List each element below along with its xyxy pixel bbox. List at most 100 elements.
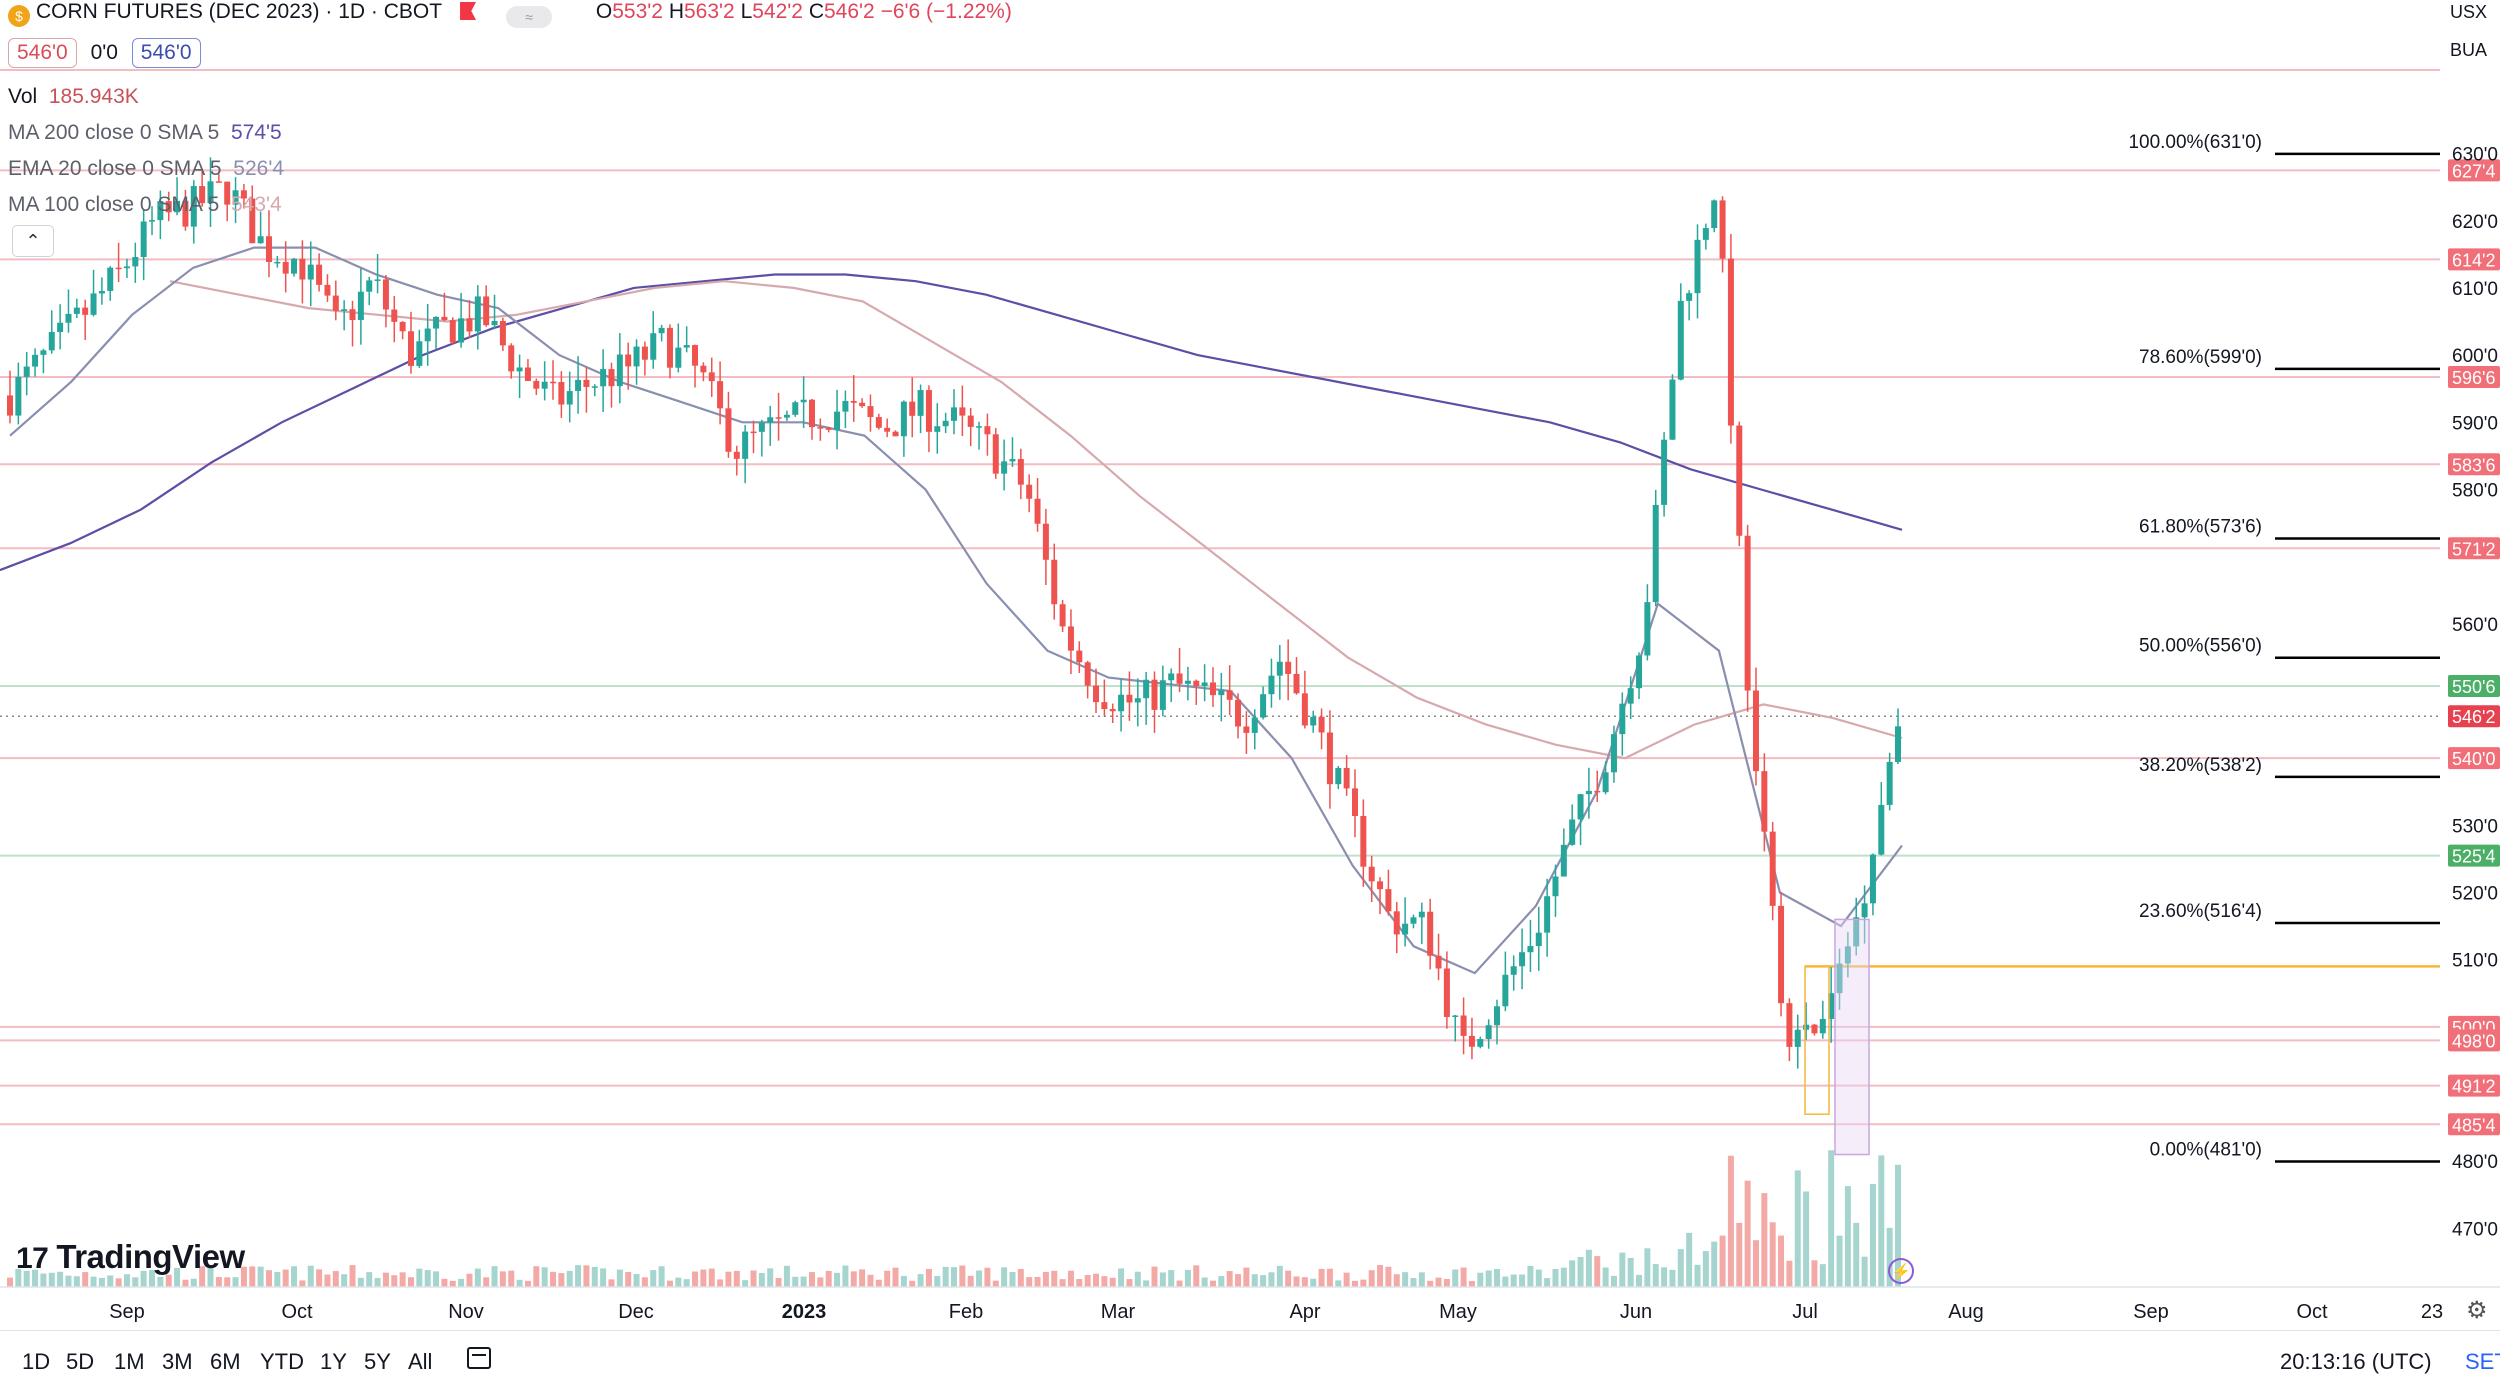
candle-body: [483, 296, 490, 326]
volume-bar: [1761, 1193, 1768, 1287]
ema20-legend[interactable]: EMA 20 close 0 SMA 5 526'4: [8, 157, 285, 180]
volume-bar: [708, 1268, 715, 1287]
candle-body: [808, 399, 815, 428]
vol-legend[interactable]: Vol 185.943K: [8, 85, 139, 108]
candle-body: [349, 309, 356, 321]
candle-body: [625, 354, 632, 367]
volume-bar: [1251, 1274, 1258, 1287]
candle-body: [1836, 963, 1843, 994]
volume-bar: [1477, 1272, 1484, 1287]
unit-label[interactable]: BUA: [2450, 40, 2488, 60]
volume-bar: [1686, 1232, 1693, 1287]
volume-bar: [1669, 1269, 1676, 1287]
collapse-legend-button[interactable]: ⌃: [12, 225, 54, 257]
bottom-toolbar: 1D 5D 1M 3M 6M YTD 1Y 5Y All 20:13:16 (U…: [0, 1330, 2500, 1381]
candle-body: [600, 369, 607, 387]
volume-bar: [608, 1279, 615, 1287]
range-3m[interactable]: 3M: [162, 1349, 193, 1374]
candle-body: [1143, 679, 1150, 699]
volume-bar: [332, 1271, 339, 1287]
candle-body: [1736, 425, 1743, 536]
candle-body: [48, 332, 55, 351]
currency-label[interactable]: USX: [2450, 2, 2488, 22]
candle-body: [658, 327, 665, 334]
symbol-title[interactable]: CORN FUTURES (DEC 2023) · 1D · CBOT: [36, 0, 443, 23]
candle-body: [1402, 923, 1409, 935]
level-tag-label: 614'2: [2452, 250, 2495, 270]
volume-bar: [1176, 1280, 1183, 1287]
volume-bar: [274, 1271, 281, 1287]
volume-bar: [1636, 1274, 1643, 1287]
range-5d[interactable]: 5D: [66, 1349, 95, 1374]
candle-body: [591, 386, 598, 388]
volume-bar: [558, 1273, 565, 1287]
candle-body: [708, 372, 715, 382]
candle-body: [357, 291, 364, 321]
tradingview-logo[interactable]: 17 TradingView: [16, 1238, 245, 1275]
candle-body: [1861, 903, 1868, 918]
time-tick-label: Feb: [949, 1301, 983, 1323]
candle-body: [783, 414, 790, 418]
level-tag: [2448, 1113, 2500, 1136]
lightning-icon[interactable]: ⚡: [1888, 1258, 1914, 1284]
ema20-line: [9, 246, 1903, 975]
volume-bar: [499, 1271, 506, 1287]
candle-body: [174, 200, 181, 213]
buy-button[interactable]: 546'0: [131, 38, 201, 68]
range-5y[interactable]: 5Y: [364, 1349, 391, 1374]
price-axis[interactable]: 627'4614'2596'6583'6571'2540'0500'0498'0…: [2448, 145, 2500, 1241]
volume-bar: [265, 1270, 272, 1287]
ma100-legend[interactable]: MA 100 close 0 SMA 5 543'4: [8, 193, 282, 216]
volume-bar: [466, 1273, 473, 1287]
volume-bar: [366, 1272, 373, 1287]
volume-bar: [224, 1277, 231, 1287]
candle-body: [633, 346, 640, 367]
range-ytd[interactable]: YTD: [260, 1349, 304, 1374]
volume-bar: [1803, 1191, 1810, 1287]
candle-body: [441, 316, 448, 321]
compare-toggle[interactable]: ≈: [506, 6, 553, 28]
candle-body: [1184, 680, 1191, 684]
candle-body: [1594, 790, 1601, 793]
candle-body: [1886, 761, 1893, 805]
volume-bar: [1318, 1268, 1325, 1287]
candle-body: [792, 402, 799, 415]
gear-icon[interactable]: ⚙: [2466, 1297, 2488, 1324]
candle-body: [1585, 790, 1592, 795]
volume-bar: [140, 1270, 147, 1287]
calendar-icon[interactable]: [467, 1347, 491, 1369]
volume-bar: [207, 1266, 214, 1287]
volume-bar: [583, 1265, 590, 1287]
time-tick-label: Oct: [281, 1301, 313, 1323]
range-6m[interactable]: 6M: [210, 1349, 241, 1374]
sell-button[interactable]: 546'0: [8, 38, 77, 68]
volume-bar: [733, 1270, 740, 1287]
candle-body: [1276, 661, 1283, 676]
level-tag-label: 498'0: [2452, 1031, 2495, 1051]
candle-body: [1343, 767, 1350, 789]
candle-body: [742, 431, 749, 459]
volume-bar: [742, 1280, 749, 1287]
settings-link[interactable]: SET: [2465, 1349, 2500, 1374]
level-tag: [2448, 453, 2500, 476]
volume-bar: [65, 1275, 72, 1287]
volume-bar: [1452, 1269, 1459, 1287]
candle-body: [332, 295, 339, 311]
candle-body: [558, 382, 565, 405]
candle-body: [524, 367, 531, 381]
volume-bar: [1502, 1276, 1509, 1287]
range-1y[interactable]: 1Y: [320, 1349, 347, 1374]
candle-body: [1126, 694, 1133, 703]
range-1m[interactable]: 1M: [114, 1349, 145, 1374]
range-1d[interactable]: 1D: [22, 1349, 51, 1374]
ma200-legend[interactable]: MA 200 close 0 SMA 5 574'5: [8, 121, 282, 144]
range-all[interactable]: All: [408, 1349, 433, 1374]
flag-icon[interactable]: [460, 2, 477, 20]
volume-bar: [1159, 1272, 1166, 1287]
volume-bar: [1828, 1150, 1835, 1287]
time-axis[interactable]: Sep Oct Nov Dec 2023 Feb Mar Apr May Jun Jul Aug Sep…: [0, 1286, 2500, 1323]
volume-bar: [1778, 1235, 1785, 1287]
clock[interactable]: 20:13:16 (UTC): [2280, 1349, 2432, 1374]
volume-bar: [1443, 1278, 1450, 1287]
